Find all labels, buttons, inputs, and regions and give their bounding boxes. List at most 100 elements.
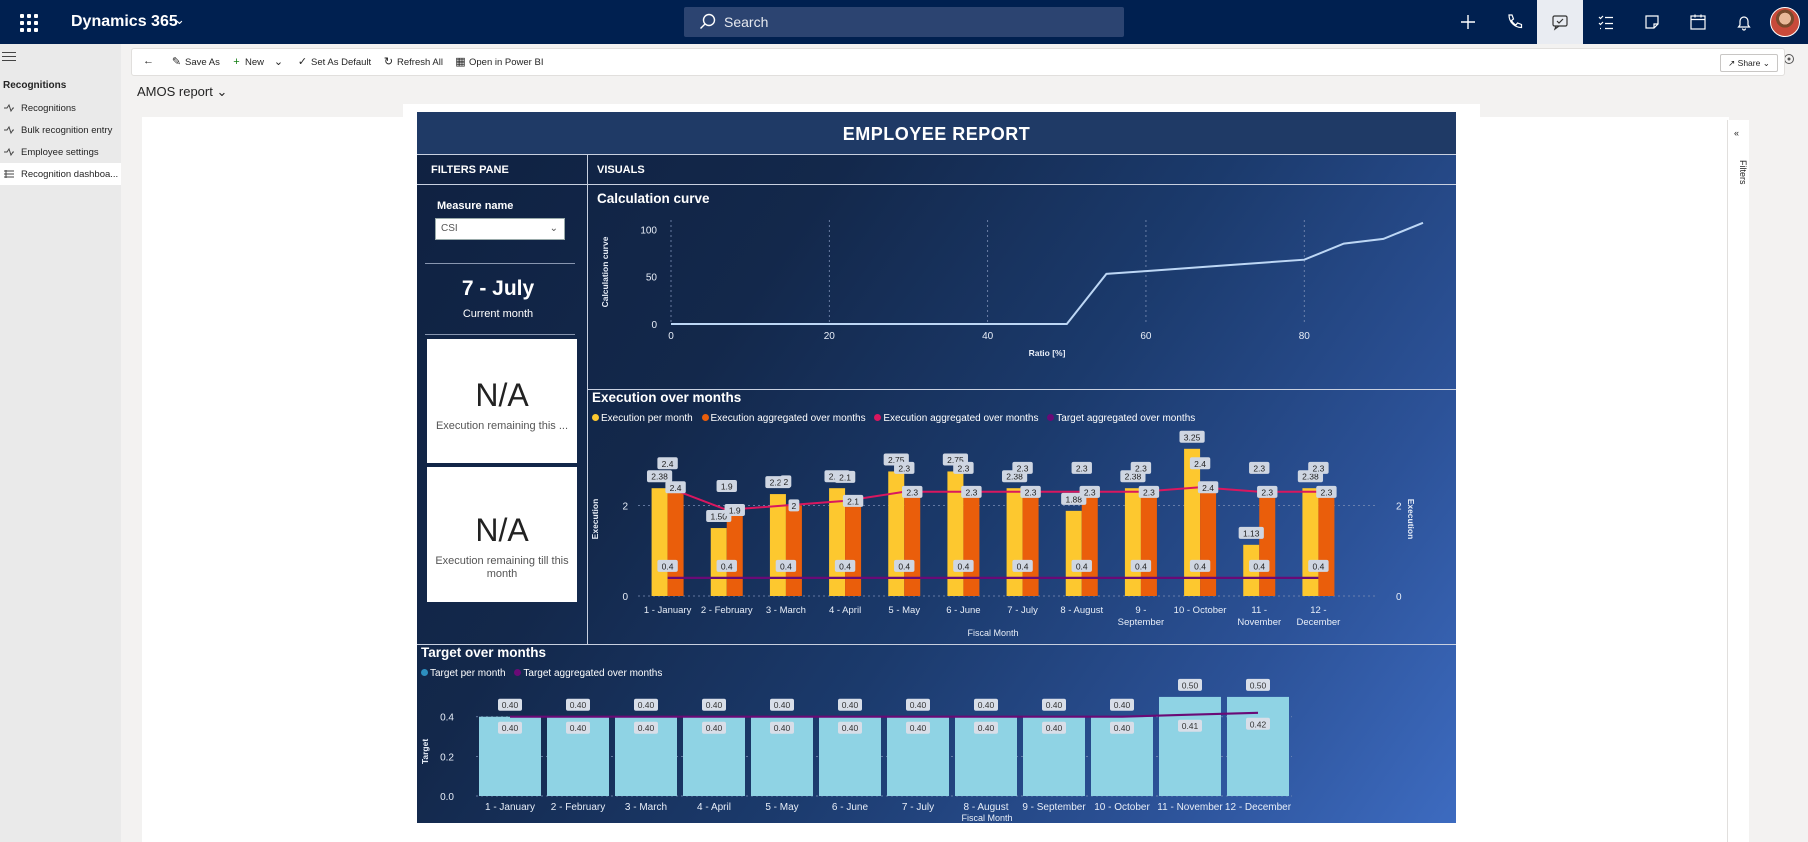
divider — [417, 644, 1456, 645]
refresh-all-button[interactable]: ↻ Refresh All — [383, 55, 443, 68]
nav-item-recognitions[interactable]: Recognitions — [0, 97, 121, 119]
execution-aggregated-line-label: 2.1 — [834, 470, 856, 483]
nav-item-employee-settings[interactable]: Employee settings — [0, 141, 121, 163]
phone-icon[interactable] — [1491, 0, 1537, 44]
report-selector[interactable]: AMOS report ⌄ — [137, 84, 227, 100]
data-label-box — [498, 721, 522, 734]
measure-name-dropdown[interactable]: CSI ⌄ — [435, 218, 565, 240]
filters-label[interactable]: Filters — [1738, 160, 1748, 185]
data-label-text: 2.38 — [1125, 472, 1142, 482]
x-tick-label: 60 — [1140, 331, 1152, 342]
data-label-text: 2.75 — [947, 455, 964, 465]
legend-entry[interactable]: Execution aggregated over months — [874, 413, 1039, 424]
data-label-text: 2 — [792, 501, 797, 511]
collapse-icon[interactable]: « — [1734, 128, 1740, 138]
note-icon[interactable] — [1629, 0, 1675, 44]
execution-aggregated-bar — [1081, 491, 1098, 596]
target-aggregated-label: 0.4 — [1189, 559, 1211, 572]
nav-item-recognition-dashboard[interactable]: Recognition dashboa... — [0, 163, 121, 185]
add-icon[interactable] — [1445, 0, 1491, 44]
app-title[interactable]: Dynamics 365 — [71, 13, 178, 30]
back-button[interactable]: ← — [143, 55, 157, 67]
data-label-text: 0.40 — [1046, 700, 1063, 710]
data-label-box — [1012, 461, 1033, 474]
set-as-default-button[interactable]: ✓ Set As Default — [297, 55, 371, 68]
data-label-box — [1138, 485, 1160, 498]
legend-entry[interactable]: Target aggregated over months — [1047, 413, 1195, 424]
share-icon: ↗ — [1728, 58, 1738, 68]
open-in-power-bi-button[interactable]: ▦ Open in Power BI — [455, 55, 543, 68]
legend-entry[interactable]: Execution per month — [592, 413, 693, 424]
hamburger-menu-icon[interactable] — [2, 52, 16, 64]
target-per-month-label: 0.40 — [634, 698, 658, 711]
data-label-text: 2.4 — [1194, 459, 1206, 469]
legend-dot — [421, 669, 428, 676]
data-label-text: 1.9 — [729, 505, 741, 515]
search-input[interactable] — [724, 7, 1114, 37]
execution-aggregated-bar — [785, 505, 802, 596]
data-label-box — [961, 485, 982, 498]
avatar[interactable] — [1770, 7, 1800, 37]
data-label-box — [1071, 461, 1092, 474]
plus-icon: + — [233, 56, 240, 68]
execution-per-month-bar — [1065, 510, 1082, 596]
task-list-icon[interactable] — [1583, 0, 1629, 44]
current-month-value: 7 - July — [461, 277, 535, 300]
execution-aggregated-line-label: 2.3 — [953, 461, 974, 474]
x-tick-label: 9 - — [1135, 605, 1146, 616]
legend-entry[interactable]: Target per month — [421, 668, 506, 679]
execution-aggregated-line-label: 2.3 — [1249, 461, 1270, 474]
execution-aggregated-bar — [845, 500, 862, 596]
new-button[interactable]: + New ⌄ — [231, 55, 287, 68]
execution-aggregated-bar — [1140, 491, 1157, 596]
legend-entry[interactable]: Target aggregated over months — [514, 668, 662, 679]
execution-aggregated-bar — [1022, 491, 1039, 596]
execution-aggregated-line-label: 2.3 — [1308, 461, 1329, 474]
app-launcher-icon[interactable] — [18, 12, 38, 32]
chat-icon[interactable] — [1537, 0, 1583, 44]
open-in-power-bi-label: Open in Power BI — [469, 57, 544, 68]
data-label-text: 0.40 — [638, 723, 655, 733]
target-per-month-label: 0.40 — [1110, 698, 1134, 711]
data-label-box — [953, 461, 974, 474]
data-label-text: 1.13 — [1243, 528, 1260, 538]
data-label-box — [838, 698, 862, 711]
data-label-box — [1246, 717, 1270, 730]
filters-pane-toggle[interactable]: « — [1727, 120, 1749, 842]
search-icon — [700, 13, 716, 29]
y-axis-label: Target — [420, 739, 430, 765]
data-label-text: 0.40 — [1046, 723, 1063, 733]
search-box[interactable] — [684, 7, 1124, 37]
x-tick-label: 2 - February — [551, 802, 605, 813]
x-tick-label: 7 - July — [1007, 605, 1038, 616]
bell-icon[interactable] — [1721, 0, 1767, 44]
data-label-text: 2.38 — [1302, 472, 1319, 482]
data-label-text: 3.25 — [1184, 432, 1201, 442]
data-label-box — [834, 559, 856, 572]
data-label-box — [906, 698, 930, 711]
y-tick-label: 100 — [640, 225, 657, 236]
data-label-box — [838, 721, 862, 734]
save-as-button[interactable]: ✎ Save As — [171, 55, 220, 68]
execution-aggregated-label: 2.3 — [902, 485, 923, 498]
calendar-icon[interactable] — [1675, 0, 1721, 44]
data-label-text: 2.4 — [1202, 483, 1214, 493]
share-button[interactable]: ↗ Share ⌄ — [1720, 54, 1778, 72]
nav-item-bulk-recognition-entry[interactable]: Bulk recognition entry — [0, 119, 121, 141]
y-tick-label: 0.0 — [440, 792, 454, 803]
data-label-box — [1249, 461, 1270, 474]
data-label-text: 1.88 — [1065, 494, 1082, 504]
data-label-text: 2.3 — [958, 463, 970, 473]
x-tick-label: 6 - June — [832, 802, 869, 813]
execution-remaining-till-month-card: N/A Execution remaining till this month — [427, 467, 577, 602]
data-label-text: 0.42 — [1250, 719, 1267, 729]
data-label-box — [775, 559, 797, 572]
legend-entry[interactable]: Execution aggregated over months — [701, 413, 866, 424]
calculation-curve-title: Calculation curve — [597, 191, 710, 206]
target-per-month-label: 0.40 — [974, 698, 998, 711]
chevron-down-icon[interactable]: ⌄ — [174, 12, 185, 27]
chevron-down-icon[interactable]: ⌄ — [273, 56, 284, 68]
data-label-text: 0.40 — [638, 700, 655, 710]
data-label-text: 0.40 — [774, 700, 791, 710]
data-label-text: 1.9 — [721, 481, 733, 491]
